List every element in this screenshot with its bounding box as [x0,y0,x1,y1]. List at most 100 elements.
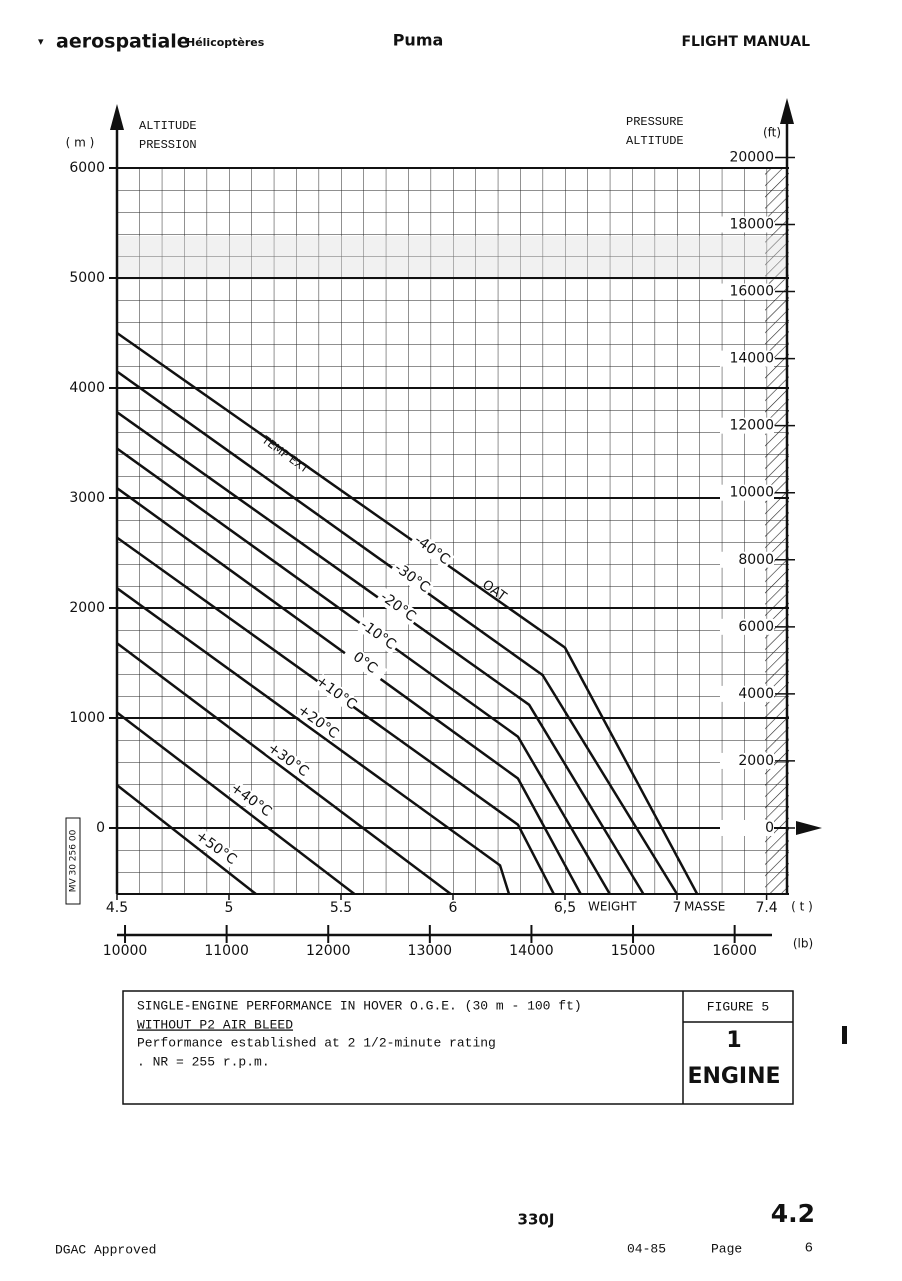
y-unit: ( m ) [66,136,95,150]
curve-label-bg [193,828,239,868]
temperature-curve [116,642,452,895]
caption-line: Performance established at 2 1/2-minute … [137,1035,496,1050]
y2-tick-label: 0 [765,820,774,836]
y2-tick-label: 6000 [738,619,774,635]
y2-label-bg [720,216,774,233]
brand: aerospatiale [56,31,190,53]
caption-subtitle: WITHOUT P2 AIR BLEED [137,1017,293,1032]
y2-label-bg [720,417,774,434]
y2-tick-label: 10000 [729,485,774,501]
curve-label-bg [355,615,401,655]
curve-label-bg [295,702,341,742]
y-tick-label: 1000 [69,710,105,726]
y2-tick-label: 16000 [729,284,774,300]
y2-label-bg [720,819,774,836]
x2-unit: (lb) [793,937,813,951]
engine-count: 1 [726,1028,741,1053]
division: Hélicoptères [186,36,265,49]
x-tick-label: 6,5 [554,900,576,916]
y2-tick-label: 8000 [738,552,774,568]
curve-label-bg [313,673,359,713]
temperature-curve [116,331,699,895]
y-label: PRESSION [139,138,197,152]
y-tick-label: 0 [96,820,105,836]
bullet: ▾ [38,35,44,48]
y2-label-bg [720,149,774,166]
temperature-curve [116,411,645,895]
y2-tick-label: 14000 [729,351,774,367]
minor-grid [117,168,789,894]
curve-label-bg [375,587,421,627]
y-tick-label: 2000 [69,600,105,616]
y2-tick-label: 4000 [738,686,774,702]
y-tick-label: 3000 [69,490,105,506]
x-label: WEIGHT [588,900,637,914]
y2-label-bg [720,283,774,300]
y2-label: PRESSURE [626,115,684,129]
curve-label-bg [265,740,311,780]
temperature-curve [116,370,679,895]
temperature-curve [116,487,582,895]
x2-tick-label: 13000 [408,943,453,959]
approval: DGAC Approved [55,1242,156,1257]
y2-label-bg [720,350,774,367]
curve-label-bg [409,530,455,570]
y2-label-bg [720,551,774,568]
y2-tick-label: 2000 [738,753,774,769]
y-tick-label: 6000 [69,160,105,176]
x2-tick-label: 16000 [712,943,757,959]
page-number: 6 [805,1241,813,1257]
y2-tick-label: 20000 [729,149,774,165]
y2-unit: (ft) [763,126,781,140]
x2-tick-label: 14000 [509,943,554,959]
manual-title: FLIGHT MANUAL [681,34,810,50]
caption-box [122,990,794,1105]
figure-number: FIGURE 5 [707,999,769,1014]
model: Puma [393,31,444,50]
engine-label: ENGINE [687,1064,780,1089]
y-label: ALTITUDE [139,119,197,133]
section: 4.2 [771,1199,815,1228]
x2-tick-label: 10000 [103,943,148,959]
y2-label-bg [720,618,774,635]
stamp-box [65,817,81,905]
x-arrow [796,821,822,835]
curve-label-bg [389,558,435,598]
revision-bar [842,1026,847,1044]
curve-label-bg [228,780,274,820]
temperature-curve [116,447,611,895]
x-unit: ( t ) [791,900,813,914]
stamp: MV 30 256 00 [69,829,79,892]
x-tick-label: 7 [673,900,682,916]
y2-label-bg [720,685,774,702]
page-label: Page [711,1241,742,1256]
x2-tick-label: 15000 [611,943,656,959]
caption-line: . NR = 255 r.p.m. [137,1054,270,1069]
y2-label-bg [720,484,774,501]
x-tick-label: 5 [225,900,234,916]
x2-tick-label: 11000 [204,943,249,959]
y-tick-label: 5000 [69,270,105,286]
date: 04-85 [627,1241,666,1256]
y2-arrow [780,98,794,124]
y-arrow [110,104,124,130]
x-tick-label: 5.5 [330,900,352,916]
x-label-alt: MASSE [684,900,725,914]
y2-label-bg [720,752,774,769]
curve-label-bg [342,643,388,683]
shaded-band [117,236,789,280]
temperature-curve [116,536,555,895]
y2-tick-label: 18000 [729,216,774,232]
x-tick-label: 6 [449,900,458,916]
model-code: 330J [518,1211,555,1229]
y-tick-label: 4000 [69,380,105,396]
y2-tick-label: 12000 [729,418,774,434]
x-tick-label: 4.5 [106,900,128,916]
temperature-curve [116,711,356,895]
y2-label: ALTITUDE [626,134,684,148]
caption-title: SINGLE-ENGINE PERFORMANCE IN HOVER O.G.E… [137,998,582,1013]
x2-tick-label: 12000 [306,943,351,959]
temperature-curve [116,784,257,895]
